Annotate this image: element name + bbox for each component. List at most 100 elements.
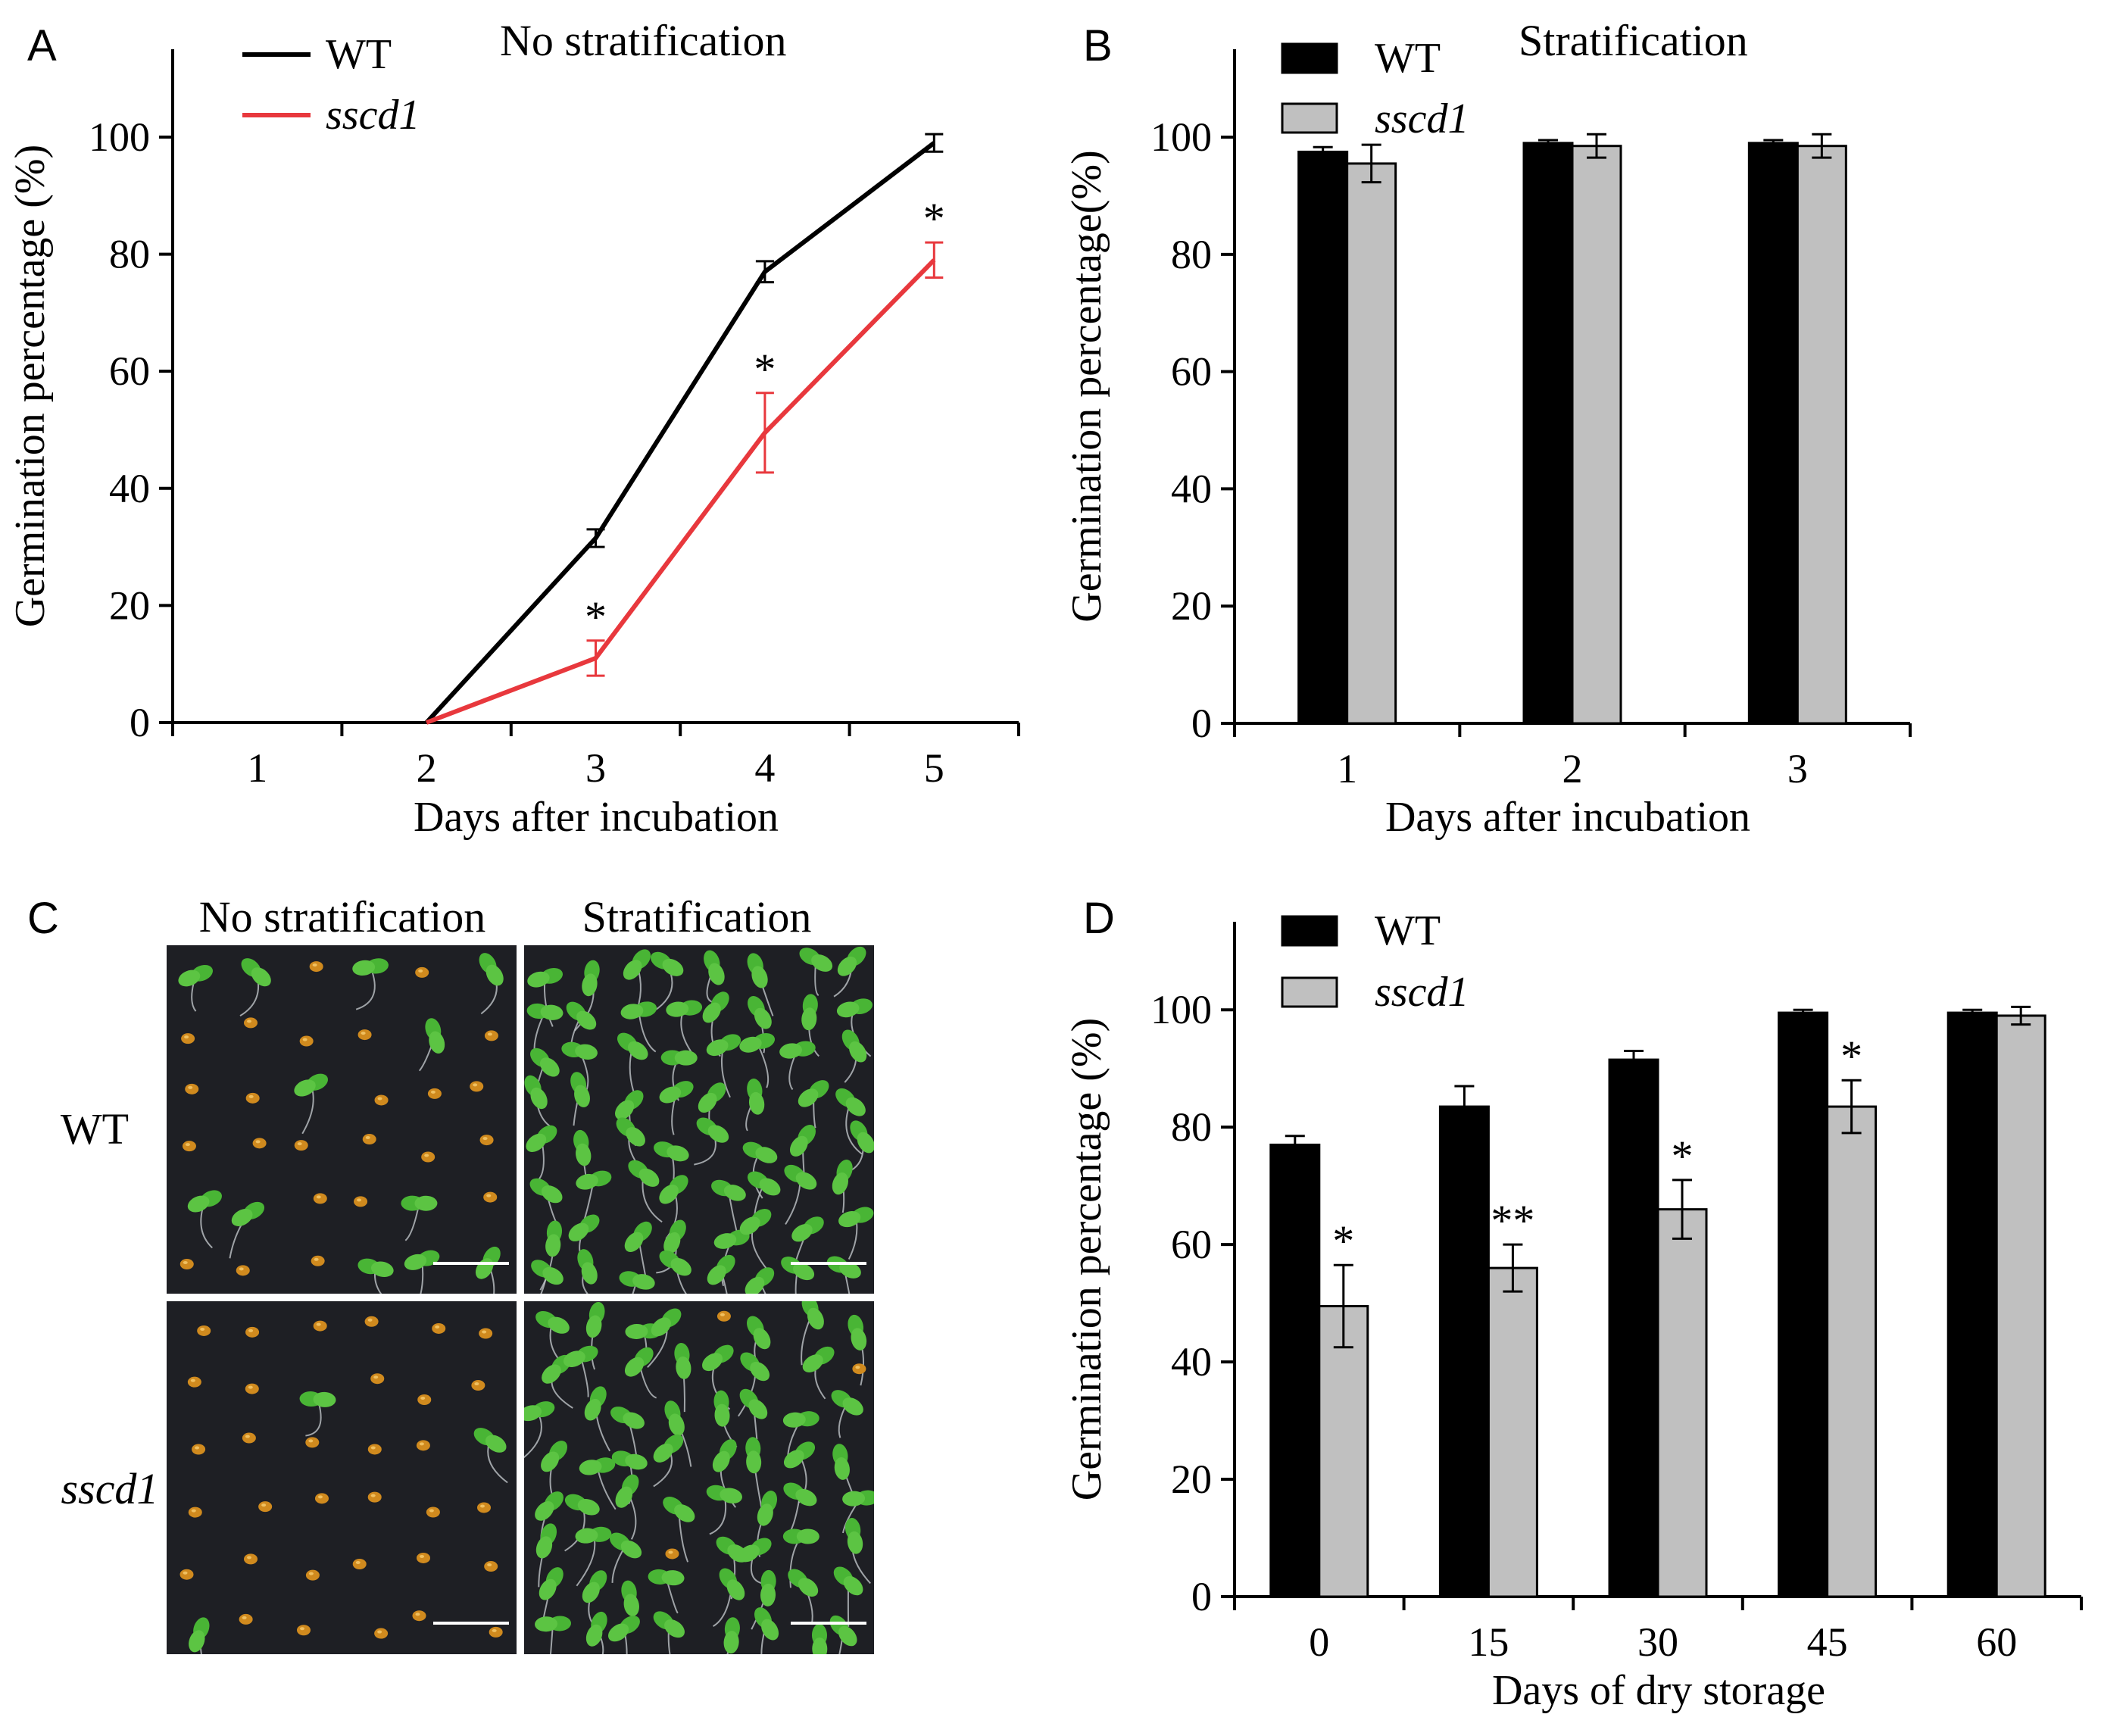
x-axis-label: Days after incubation — [414, 794, 779, 841]
cotyledon — [796, 1528, 819, 1544]
cotyledon — [798, 1578, 819, 1597]
cotyledon — [761, 1619, 779, 1641]
cotyledon — [370, 1261, 394, 1278]
seed — [239, 1613, 253, 1625]
seed — [185, 1083, 199, 1094]
cotyledon — [294, 1079, 316, 1097]
seed — [244, 1553, 258, 1565]
cotyledon — [750, 1361, 770, 1382]
x-tick-label: 45 — [1807, 1619, 1848, 1665]
seed — [242, 1432, 256, 1444]
cotyledon — [607, 1623, 629, 1642]
seed-highlight — [486, 1194, 492, 1197]
seed — [367, 1444, 382, 1455]
x-tick-label: 5 — [924, 745, 944, 791]
seed — [180, 1259, 194, 1270]
photo-sscd1-no-stratification — [167, 1301, 517, 1654]
panel-d-marks: * **** — [1269, 1005, 2046, 1598]
seed — [305, 1569, 320, 1581]
panel-b-axes: 0 20 40 60 80 100 Days after incubation Germina… — [1063, 49, 1912, 841]
panel-a-line-chart: A No stratification WT sscd1 0 20 40 60 80 10… — [7, 16, 1020, 841]
cotyledon — [581, 1262, 598, 1285]
seed — [471, 1380, 485, 1391]
seed-highlight — [430, 1090, 435, 1094]
seed-highlight — [247, 1019, 252, 1023]
cotyledon — [620, 1540, 642, 1559]
legend-sscd1-label: sscd1 — [326, 92, 420, 139]
seed — [258, 1501, 273, 1513]
panel-c-photo-grid: C No stratification Stratification WT ss… — [27, 892, 874, 1654]
y-tick-label: 80 — [109, 232, 150, 277]
y-tick-label: 100 — [1150, 114, 1212, 160]
seed-highlight — [418, 969, 423, 973]
seed — [188, 1507, 202, 1518]
cotyledon — [576, 1010, 597, 1030]
seed — [421, 1151, 435, 1163]
cotyledon — [584, 1398, 601, 1421]
cotyledon — [414, 1195, 438, 1211]
cotyledon — [352, 960, 376, 976]
seed — [313, 1320, 327, 1332]
seed — [294, 1140, 308, 1151]
seed — [357, 1029, 372, 1041]
panel-a-axes: 0 20 40 60 80 100 Days after incubation Germina… — [7, 49, 1020, 841]
seed — [352, 1559, 367, 1570]
seed-highlight — [419, 1442, 424, 1446]
cotyledon — [738, 1544, 760, 1563]
seed-highlight — [419, 1554, 424, 1558]
photo-wt-stratification — [524, 945, 874, 1294]
cotyledon — [847, 1531, 863, 1554]
seed — [427, 1088, 442, 1099]
seed-highlight — [420, 1397, 426, 1400]
significance-star: ** — [1491, 1196, 1534, 1245]
seed-highlight — [474, 1382, 479, 1386]
significance-star: * — [1332, 1216, 1354, 1266]
wt-bar — [1522, 142, 1574, 725]
wt-bar — [1946, 1011, 1998, 1598]
wt-bar — [1269, 1143, 1321, 1598]
significance-star: * — [585, 592, 607, 642]
cotyledon — [667, 1145, 689, 1162]
seed — [484, 1030, 498, 1041]
seed-highlight — [247, 1556, 252, 1560]
cotyledon — [614, 1100, 635, 1120]
cotyledon — [524, 1405, 542, 1422]
seed — [412, 1610, 426, 1622]
cotyledon — [540, 1004, 563, 1020]
cotyledon — [753, 1328, 771, 1350]
x-tick-label: 15 — [1468, 1619, 1509, 1665]
cotyledon — [849, 1041, 867, 1063]
sscd1-bar — [1656, 1208, 1708, 1598]
cotyledon — [801, 1007, 817, 1031]
panel-a-title: No stratification — [500, 16, 787, 65]
cotyledon — [632, 1274, 655, 1290]
y-tick-label: 60 — [1171, 349, 1212, 395]
photo-wt-no-stratification — [167, 945, 517, 1294]
y-axis-label: Germination percentage (%) — [7, 145, 54, 627]
seed-highlight — [492, 1628, 497, 1632]
cotyledon — [832, 1172, 848, 1195]
cotyledon — [754, 1007, 772, 1029]
cotyledon — [707, 1125, 729, 1143]
cotyledon — [795, 1488, 817, 1507]
photo-sscd1-stratification — [524, 1301, 874, 1654]
seed-highlight — [355, 1561, 361, 1565]
seed-highlight — [479, 1504, 485, 1508]
x-tick-label: 1 — [247, 745, 267, 791]
cotyledon — [527, 971, 550, 988]
seed-highlight — [361, 1032, 366, 1035]
seed-highlight — [487, 1563, 492, 1567]
y-tick-label: 60 — [1171, 1222, 1212, 1267]
cotyledon — [568, 1222, 589, 1241]
cotyledon — [755, 1147, 778, 1163]
cotyledon — [485, 964, 504, 986]
cotyledon — [625, 1323, 648, 1339]
seed — [192, 1444, 206, 1455]
cotyledon — [662, 958, 684, 976]
y-tick-label: 100 — [1150, 987, 1212, 1032]
cotyledon — [670, 1257, 691, 1276]
cotyledon — [526, 1133, 547, 1152]
seed — [354, 1196, 368, 1207]
seed — [245, 1092, 260, 1104]
